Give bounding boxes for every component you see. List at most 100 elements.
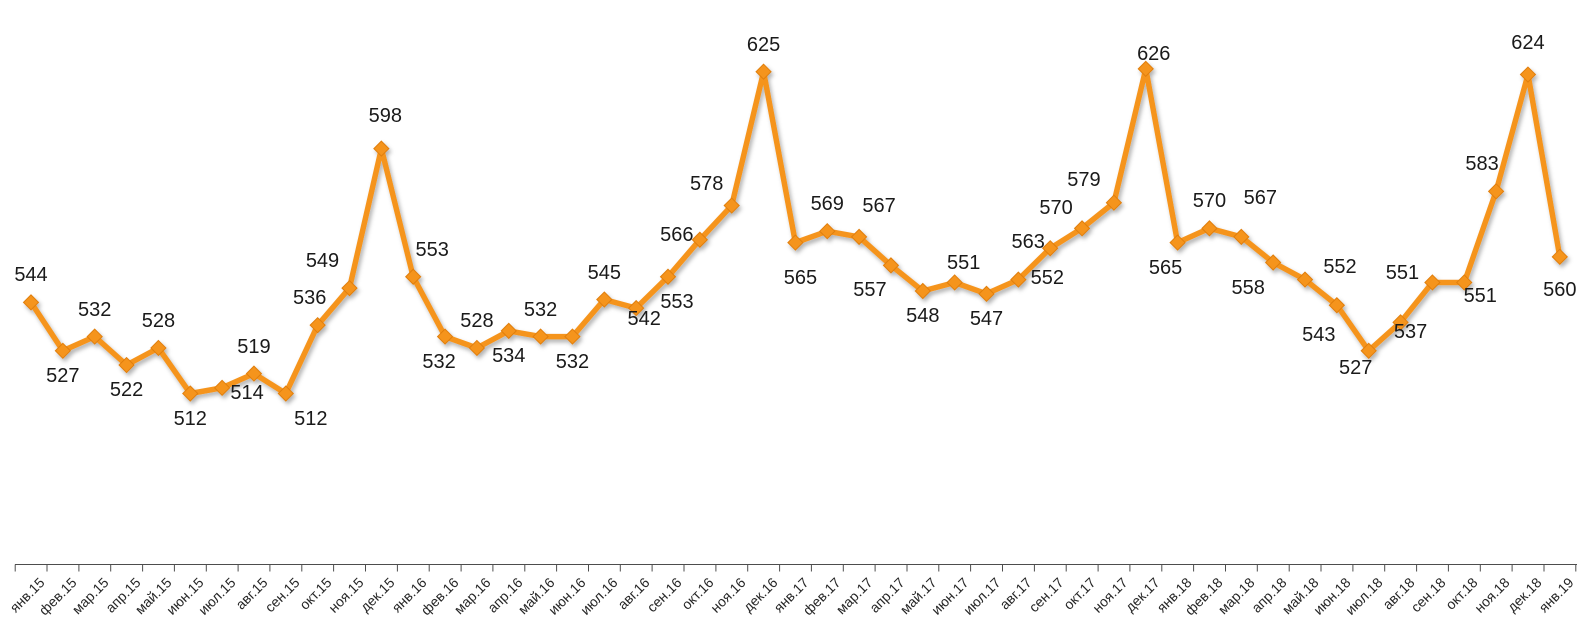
data-point-marker[interactable] (1328, 297, 1346, 314)
data-label: 552 (1323, 255, 1357, 278)
data-point-marker[interactable] (341, 279, 358, 297)
data-label: 570 (1039, 197, 1073, 220)
data-label: 528 (141, 309, 176, 332)
data-point-marker[interactable] (819, 222, 836, 240)
data-point-marker[interactable] (691, 231, 709, 248)
data-label: 545 (587, 261, 621, 284)
data-label: 543 (1302, 324, 1336, 347)
data-point-marker[interactable] (1041, 240, 1059, 257)
data-point-marker[interactable] (850, 228, 868, 246)
data-label: 532 (78, 298, 112, 321)
data-point-marker[interactable] (1424, 274, 1441, 291)
data-point-marker[interactable] (436, 328, 454, 345)
data-point-marker[interactable] (86, 328, 103, 345)
data-label: 566 (660, 223, 694, 246)
x-axis (14, 564, 1577, 572)
data-label: 528 (460, 309, 494, 332)
data-label: 598 (368, 104, 403, 127)
data-label: 552 (1030, 266, 1065, 289)
data-label: 579 (1067, 168, 1101, 191)
data-label: 553 (415, 238, 449, 261)
data-point-marker[interactable] (1551, 248, 1569, 266)
data-label: 569 (810, 193, 844, 216)
data-label: 563 (1011, 231, 1045, 254)
data-label: 527 (1339, 356, 1373, 379)
data-label: 551 (946, 252, 981, 275)
data-label: 512 (173, 407, 207, 430)
data-label: 534 (492, 344, 526, 367)
data-point-marker[interactable] (659, 268, 677, 285)
data-label: 553 (660, 290, 694, 313)
data-point-marker[interactable] (1519, 66, 1537, 83)
data-label: 532 (523, 298, 558, 321)
data-label: 560 (1543, 278, 1577, 301)
data-label: 624 (1511, 31, 1545, 54)
data-point-marker[interactable] (1392, 314, 1409, 331)
data-point-marker[interactable] (245, 365, 263, 382)
data-point-marker[interactable] (946, 274, 963, 291)
data-point-marker[interactable] (882, 257, 900, 274)
data-label: 549 (305, 250, 340, 273)
data-point-marker[interactable] (564, 328, 581, 345)
data-label: 570 (1192, 190, 1227, 213)
data-point-marker[interactable] (1264, 254, 1282, 271)
data-point-marker[interactable] (914, 282, 932, 300)
data-point-marker[interactable] (1456, 274, 1473, 291)
data-label: 567 (862, 194, 896, 217)
data-point-marker[interactable] (627, 299, 645, 317)
data-point-marker[interactable] (1360, 342, 1377, 360)
data-point-marker[interactable] (404, 268, 422, 285)
data-label: 625 (746, 33, 781, 56)
data-point-marker[interactable] (1105, 194, 1123, 211)
data-point-marker[interactable] (596, 291, 613, 308)
data-label: 567 (1243, 186, 1277, 209)
data-point-marker[interactable] (277, 385, 295, 402)
data-label: 626 (1137, 42, 1171, 65)
data-point-marker[interactable] (1137, 60, 1154, 78)
data-point-marker[interactable] (755, 63, 772, 80)
data-point-marker[interactable] (1010, 271, 1027, 288)
data-point-marker[interactable] (1073, 220, 1091, 237)
data-point-marker[interactable] (182, 385, 199, 402)
data-point-marker[interactable] (118, 356, 135, 374)
data-label: 512 (294, 407, 328, 430)
data-label: 532 (422, 350, 456, 373)
data-point-marker[interactable] (150, 339, 167, 357)
data-point-marker[interactable] (213, 379, 231, 397)
data-label: 544 (14, 264, 48, 287)
data-point-marker[interactable] (1233, 228, 1250, 246)
data-label: 565 (1148, 256, 1183, 279)
data-series (22, 60, 1569, 402)
data-label: 532 (555, 350, 590, 373)
data-point-marker[interactable] (309, 316, 326, 334)
data-label: 578 (690, 172, 724, 195)
data-point-marker[interactable] (1487, 183, 1505, 200)
data-label: 583 (1465, 153, 1499, 176)
data-label: 514 (230, 381, 264, 404)
data-point-marker[interactable] (22, 294, 40, 311)
data-point-marker[interactable] (1201, 220, 1218, 237)
data-label: 522 (109, 379, 144, 402)
data-point-marker[interactable] (500, 322, 517, 340)
data-label: 565 (783, 266, 818, 289)
data-label: 519 (237, 335, 271, 358)
data-point-marker[interactable] (54, 342, 72, 360)
data-point-marker[interactable] (1169, 234, 1186, 251)
data-label: 551 (1463, 285, 1497, 308)
data-label: 548 (906, 304, 940, 327)
data-point-marker[interactable] (468, 339, 486, 357)
data-point-marker[interactable] (532, 328, 549, 345)
data-label: 547 (969, 307, 1004, 330)
data-label: 536 (292, 287, 327, 310)
data-label: 558 (1231, 276, 1265, 299)
data-point-marker[interactable] (787, 234, 804, 251)
data-point-marker[interactable] (1296, 271, 1314, 288)
data-label: 537 (1393, 321, 1428, 344)
data-label: 551 (1385, 262, 1420, 285)
data-label: 527 (46, 364, 80, 387)
data-point-marker[interactable] (978, 285, 995, 303)
data-point-marker[interactable] (723, 197, 740, 214)
data-point-marker[interactable] (373, 140, 390, 157)
